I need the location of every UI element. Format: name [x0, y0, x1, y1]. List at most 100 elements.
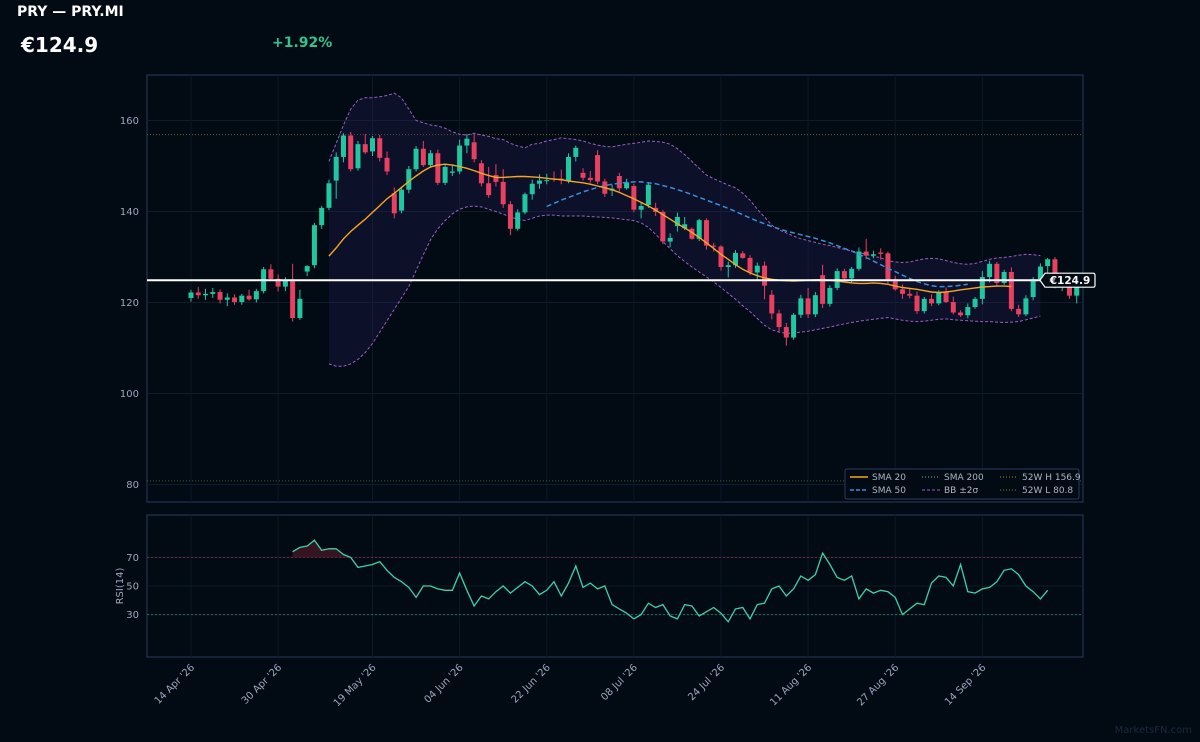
candle [275, 274, 281, 292]
candle [1037, 263, 1043, 282]
candle [827, 285, 833, 307]
candle [645, 182, 651, 208]
candle [791, 312, 797, 340]
legend-label: SMA 20 [872, 473, 906, 483]
candle-body [428, 153, 434, 166]
candle-body [442, 166, 448, 183]
candle-body [1037, 266, 1043, 280]
candle [377, 135, 383, 162]
candle-body [798, 298, 804, 315]
candle [689, 227, 695, 240]
candle-body [573, 147, 579, 157]
candle-body [929, 298, 935, 304]
candle-body [979, 277, 985, 299]
candle [290, 263, 296, 322]
rsi-layer [147, 539, 1083, 623]
candle-body [232, 297, 238, 303]
candle-body [580, 172, 586, 178]
candle-body [544, 180, 550, 182]
candle-body [856, 251, 862, 269]
candle-body [892, 279, 898, 290]
candle [268, 264, 274, 281]
watermark: MarketsFN.com [1114, 725, 1192, 736]
candle-body [348, 135, 354, 170]
candle [246, 289, 252, 301]
candle [769, 290, 775, 320]
legend-label: SMA 200 [944, 473, 984, 483]
main-panel [146, 74, 1084, 503]
candle-body [246, 295, 252, 300]
x-tick-label: 11 Aug '26 [768, 662, 814, 708]
candle [587, 171, 593, 183]
candle [580, 168, 586, 181]
candle [203, 288, 209, 300]
candle [979, 271, 985, 305]
candle-body [268, 269, 274, 279]
candle [1023, 295, 1029, 317]
candle-body [406, 169, 412, 190]
candle-body [791, 314, 797, 338]
candle-body [783, 327, 789, 338]
legend-box [844, 468, 1080, 500]
candle-body [863, 251, 869, 256]
candle [232, 294, 238, 305]
candle [522, 192, 528, 215]
candle [566, 153, 572, 184]
candle [464, 134, 470, 154]
candle [333, 152, 339, 199]
candles-layer [188, 131, 1080, 346]
candle-body [624, 182, 630, 189]
x-tick-label: 14 Apr '26 [153, 662, 197, 706]
candle-body [253, 291, 259, 300]
x-tick-label: 04 Jun '26 [422, 662, 465, 705]
candle-body [464, 138, 470, 146]
candle [725, 261, 731, 278]
candle-body [994, 263, 1000, 283]
candle-body [210, 292, 216, 294]
candle-body [275, 278, 281, 287]
candle [805, 287, 811, 318]
candle [907, 287, 913, 299]
legend-item: SMA 200 [922, 473, 984, 483]
candle-body [696, 220, 702, 239]
last-price-label: €124.9 [1049, 275, 1091, 287]
candle-body [413, 148, 419, 170]
candle-body [384, 157, 390, 172]
price-change: +1.92% [272, 35, 333, 51]
candle [449, 164, 455, 177]
legend-item: BB ±2σ [922, 486, 978, 496]
candle-body [326, 183, 332, 208]
candle-body [972, 298, 978, 308]
candle-body [340, 135, 346, 157]
candle [667, 233, 673, 247]
candle [420, 140, 426, 167]
candle [958, 310, 964, 318]
candle [304, 265, 310, 277]
candle-body [805, 298, 811, 315]
candle [870, 250, 876, 259]
candle-body [682, 224, 688, 229]
candle-body [987, 263, 993, 278]
candle [820, 264, 826, 308]
candle-body [645, 184, 651, 206]
legend-label: 52W H 156.9 [1022, 473, 1081, 483]
y-tick-label: 120 [120, 298, 139, 309]
candle-body [587, 177, 593, 181]
candle-body [776, 313, 782, 328]
candle-body [921, 298, 927, 312]
bollinger-upper-line [328, 92, 1041, 265]
candle-body [566, 156, 572, 181]
x-tick-label: 22 Jun '26 [510, 662, 553, 705]
candle [950, 296, 956, 315]
candle-body [870, 254, 876, 256]
candle-body [457, 145, 463, 172]
candle-body [754, 265, 760, 273]
candle-body [333, 156, 339, 181]
rsi-axis-label: RSI(14) [115, 568, 126, 605]
candle [282, 277, 288, 292]
y-tick-label: 160 [120, 116, 139, 127]
candle-body [638, 206, 644, 210]
candle-body [370, 138, 375, 152]
candle-body [435, 153, 441, 183]
candle [319, 206, 325, 229]
